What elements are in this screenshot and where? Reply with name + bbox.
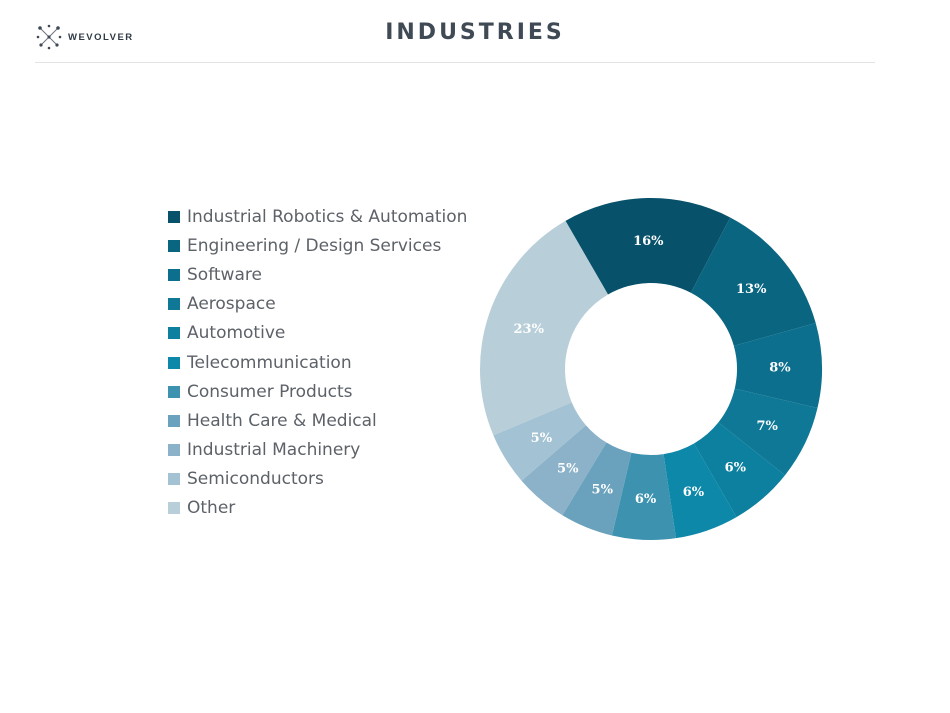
donut-slice	[733, 323, 822, 409]
legend-item: Industrial Machinery	[168, 436, 467, 465]
donut-slice	[663, 443, 737, 539]
slice-label: 6%	[725, 461, 747, 476]
legend-item: Semiconductors	[168, 465, 467, 494]
wevolver-logo-icon	[36, 24, 62, 50]
legend-label: Engineering / Design Services	[187, 235, 442, 256]
legend-label: Software	[187, 264, 262, 285]
donut-slice	[690, 217, 816, 346]
donut-slice	[493, 402, 586, 481]
legend-label: Aerospace	[187, 294, 276, 315]
slice-label: 23%	[514, 322, 545, 337]
legend-swatch	[168, 385, 180, 398]
header-divider	[35, 62, 875, 63]
legend-label: Industrial Robotics & Automation	[187, 206, 468, 227]
legend-item: Consumer Products	[168, 377, 467, 406]
donut-slice	[565, 198, 731, 295]
slice-label: 7%	[756, 419, 778, 434]
legend-swatch	[168, 414, 180, 427]
legend-item: Automotive	[168, 319, 467, 348]
legend-item: Industrial Robotics & Automation	[168, 202, 467, 231]
legend-item: Aerospace	[168, 290, 467, 319]
slice-label: 5%	[531, 431, 553, 446]
legend-item: Other	[168, 494, 467, 523]
page-title: INDUSTRIES	[385, 20, 565, 45]
logo: WEVOLVER	[36, 23, 134, 51]
legend-item: Engineering / Design Services	[168, 231, 467, 260]
legend-swatch	[168, 210, 180, 223]
legend-label: Health Care & Medical	[187, 410, 377, 431]
donut-slice	[611, 452, 676, 540]
slice-label: 8%	[769, 360, 791, 375]
legend-label: Industrial Machinery	[187, 440, 361, 461]
slice-label: 5%	[592, 482, 614, 497]
legend-label: Semiconductors	[187, 469, 324, 490]
logo-text: WEVOLVER	[68, 31, 134, 43]
chart-legend: Industrial Robotics & Automation Engineer…	[168, 202, 467, 523]
slice-label: 13%	[736, 282, 767, 297]
donut-slice	[562, 442, 632, 536]
legend-swatch	[168, 444, 180, 457]
legend-swatch	[168, 298, 180, 311]
donut-slice	[694, 422, 786, 518]
legend-item: Health Care & Medical	[168, 406, 467, 435]
legend-swatch	[168, 356, 180, 369]
legend-swatch	[168, 268, 180, 281]
slice-label: 6%	[683, 485, 705, 500]
legend-swatch	[168, 502, 180, 515]
donut-slice	[480, 220, 608, 436]
legend-label: Consumer Products	[187, 381, 353, 402]
donut-slice	[521, 425, 607, 516]
donut-slice	[718, 388, 818, 476]
slice-label: 6%	[635, 492, 657, 507]
legend-label: Automotive	[187, 323, 286, 344]
legend-item: Telecommunication	[168, 348, 467, 377]
legend-swatch	[168, 239, 180, 252]
legend-item: Software	[168, 260, 467, 289]
legend-label: Telecommunication	[187, 352, 352, 373]
legend-label: Other	[187, 498, 236, 519]
legend-swatch	[168, 473, 180, 486]
legend-swatch	[168, 327, 180, 340]
donut-chart: 16% 13% 8% 7% 6% 6% 6% 5% 5% 5% 23%	[480, 198, 822, 540]
slice-label: 5%	[557, 462, 579, 477]
slice-label: 16%	[633, 234, 664, 249]
